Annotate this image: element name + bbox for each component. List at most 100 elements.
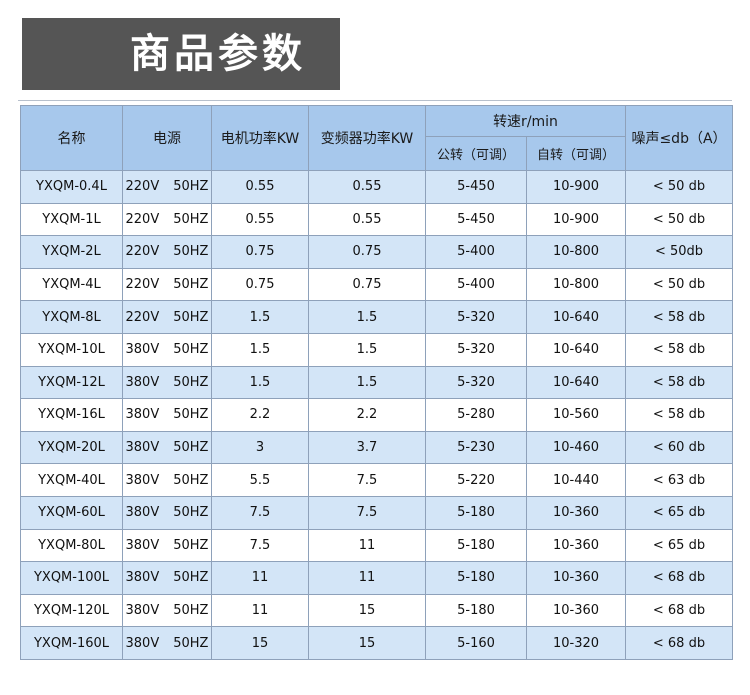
- table-row: YXQM-80L 380V 50HZ 7.5 11 5-180 10-360 < 65 db: [20, 528, 733, 563]
- cell-rotation: 10-800: [526, 267, 626, 302]
- cell-revolution: 5-180: [425, 593, 527, 628]
- table-row: YXQM-1L 220V 50HZ 0.55 0.55 5-450 10-900 < 50 d…: [20, 202, 733, 237]
- motor-power: 11: [251, 570, 269, 586]
- cell-noise: < 68 db: [625, 593, 733, 628]
- cell-power: 380V 50HZ: [122, 528, 212, 563]
- cell-revolution: 5-320: [425, 332, 527, 367]
- cell-noise: < 50db: [625, 235, 733, 269]
- noise-level: < 68 db: [652, 635, 706, 651]
- frequency: 50HZ: [173, 309, 209, 325]
- cell-noise: < 68 db: [625, 561, 733, 595]
- cell-noise: < 50 db: [625, 202, 733, 237]
- inverter-power: 11: [358, 537, 376, 553]
- cell-inverter-power: 1.5: [308, 300, 426, 334]
- revolution-speed: 5-180: [457, 603, 495, 619]
- inverter-power: 0.55: [352, 179, 382, 195]
- frequency: 50HZ: [173, 440, 209, 456]
- cell-name: YXQM-60L: [20, 495, 123, 530]
- cell-name: YXQM-2L: [20, 235, 123, 269]
- header-speed: 转速r/min: [425, 105, 626, 137]
- revolution-speed: 5-400: [457, 277, 495, 293]
- cell-motor-power: 2.2: [211, 398, 309, 432]
- revolution-speed: 5-400: [457, 244, 495, 260]
- motor-power: 1.5: [249, 374, 271, 390]
- cell-revolution: 5-320: [425, 300, 527, 334]
- cell-revolution: 5-180: [425, 561, 527, 595]
- cell-inverter-power: 0.55: [308, 170, 426, 204]
- rotation-speed: 10-640: [552, 374, 600, 390]
- cell-power: 380V 50HZ: [122, 332, 212, 367]
- header-noise: 噪声≤db（A）: [625, 105, 733, 171]
- inverter-power: 3.7: [356, 440, 378, 456]
- motor-power: 7.5: [249, 537, 271, 553]
- motor-power: 2.2: [249, 407, 271, 423]
- cell-power: 380V 50HZ: [122, 463, 212, 497]
- cell-name: YXQM-40L: [20, 463, 123, 497]
- cell-rotation: 10-320: [526, 626, 626, 660]
- table-row: YXQM-2L 220V 50HZ 0.75 0.75 5-400 10-800 < 50db: [20, 235, 733, 269]
- table-row: YXQM-4L 220V 50HZ 0.75 0.75 5-400 10-800 < 50 d…: [20, 267, 733, 302]
- voltage: 380V: [125, 342, 160, 358]
- cell-rotation: 10-900: [526, 202, 626, 237]
- model-name: YXQM-120L: [33, 603, 110, 619]
- cell-inverter-power: 0.75: [308, 267, 426, 302]
- model-name: YXQM-8L: [42, 309, 101, 325]
- cell-revolution: 5-400: [425, 267, 527, 302]
- cell-inverter-power: 0.75: [308, 235, 426, 269]
- cell-motor-power: 0.55: [211, 170, 309, 204]
- rotation-speed: 10-900: [552, 179, 600, 195]
- voltage: 220V: [125, 244, 160, 260]
- frequency: 50HZ: [173, 277, 209, 293]
- banner-title: 商品参数: [130, 31, 306, 77]
- rotation-speed: 10-800: [552, 244, 600, 260]
- frequency: 50HZ: [173, 179, 209, 195]
- cell-noise: < 65 db: [625, 528, 733, 563]
- revolution-speed: 5-180: [457, 505, 495, 521]
- cell-motor-power: 7.5: [211, 528, 309, 563]
- inverter-power: 1.5: [356, 374, 378, 390]
- cell-revolution: 5-220: [425, 463, 527, 497]
- frequency: 50HZ: [173, 244, 209, 260]
- table-row: YXQM-8L 220V 50HZ 1.5 1.5 5-320 10-640 < 58 db: [20, 300, 733, 334]
- cell-inverter-power: 11: [308, 561, 426, 595]
- noise-level: < 58 db: [652, 374, 706, 390]
- voltage: 220V: [125, 277, 160, 293]
- frequency: 50HZ: [173, 211, 209, 227]
- model-name: YXQM-2L: [42, 244, 101, 260]
- cell-rotation: 10-360: [526, 495, 626, 530]
- cell-revolution: 5-230: [425, 430, 527, 465]
- cell-power: 220V 50HZ: [122, 202, 212, 237]
- header-revolution: 公转（可调）: [425, 136, 527, 171]
- inverter-power: 0.55: [352, 211, 382, 227]
- cell-name: YXQM-1L: [20, 202, 123, 237]
- model-name: YXQM-16L: [38, 407, 105, 423]
- cell-motor-power: 0.55: [211, 202, 309, 237]
- noise-level: < 63 db: [652, 472, 706, 488]
- cell-rotation: 10-640: [526, 332, 626, 367]
- voltage: 380V: [125, 440, 160, 456]
- revolution-speed: 5-160: [457, 635, 495, 651]
- noise-level: < 60 db: [652, 440, 706, 456]
- rotation-speed: 10-320: [552, 635, 600, 651]
- inverter-power: 15: [358, 635, 376, 651]
- cell-revolution: 5-400: [425, 235, 527, 269]
- frequency: 50HZ: [173, 505, 209, 521]
- voltage: 380V: [125, 537, 160, 553]
- cell-noise: < 58 db: [625, 398, 733, 432]
- model-name: YXQM-80L: [38, 537, 105, 553]
- cell-inverter-power: 0.55: [308, 202, 426, 237]
- revolution-speed: 5-320: [457, 374, 495, 390]
- cell-revolution: 5-280: [425, 398, 527, 432]
- revolution-speed: 5-180: [457, 570, 495, 586]
- cell-inverter-power: 1.5: [308, 332, 426, 367]
- noise-level: < 68 db: [652, 570, 706, 586]
- frequency: 50HZ: [173, 407, 209, 423]
- cell-rotation: 10-560: [526, 398, 626, 432]
- cell-motor-power: 3: [211, 430, 309, 465]
- parameter-table: 名称 电源 电机功率KW 变频器功率KW 转速r/min 噪声≤db（A） 公转…: [20, 105, 733, 660]
- model-name: YXQM-4L: [42, 277, 101, 293]
- cell-inverter-power: 3.7: [308, 430, 426, 465]
- table-row: YXQM-20L 380V 50HZ 3 3.7 5-230 10-460 < 60 db: [20, 430, 733, 465]
- noise-level: < 50 db: [652, 179, 706, 195]
- inverter-power: 7.5: [356, 505, 378, 521]
